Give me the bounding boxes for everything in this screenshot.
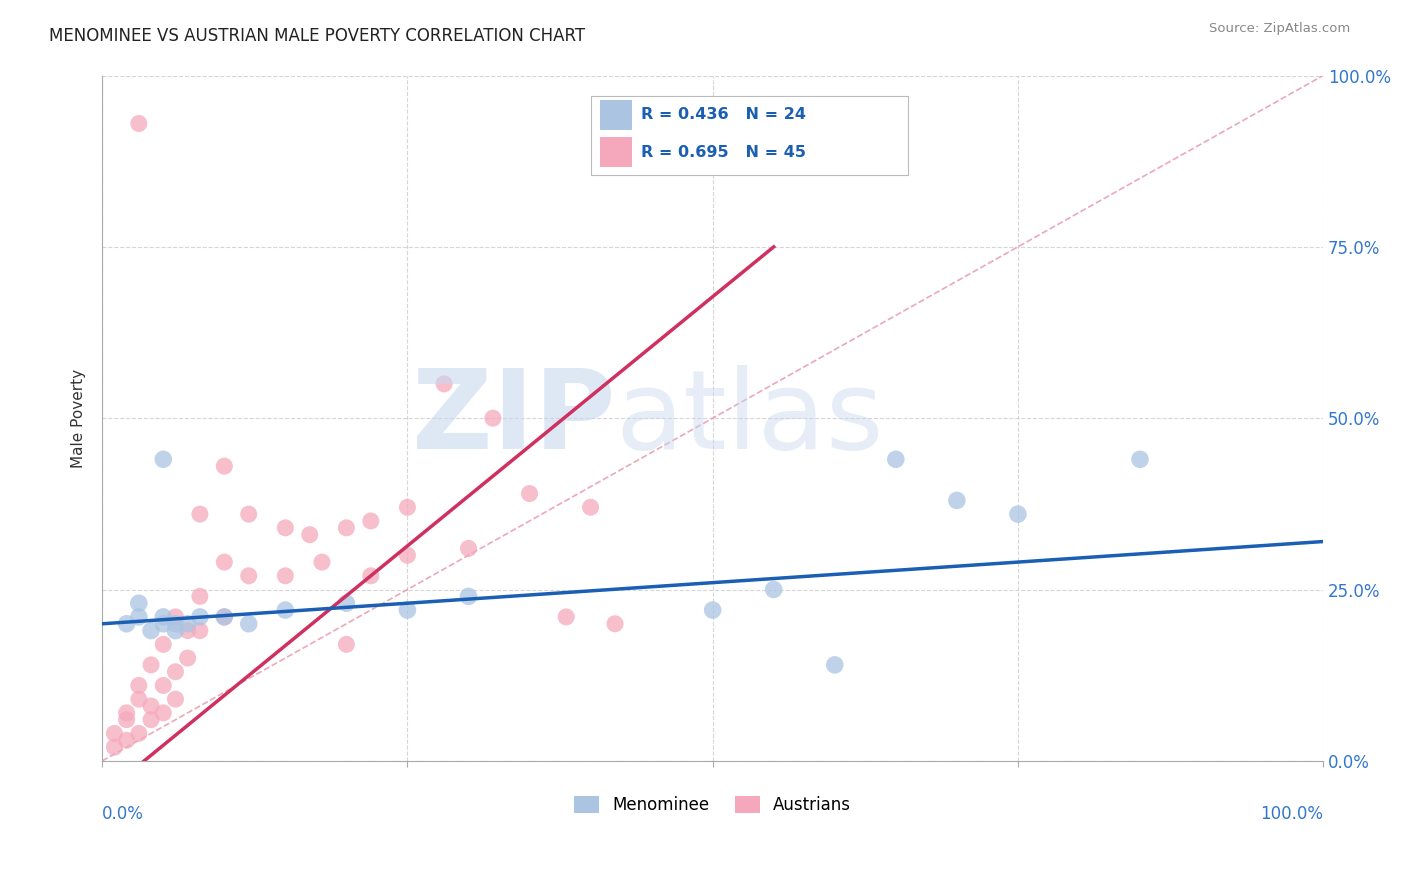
- Point: [139, 698, 162, 713]
- Point: [139, 657, 162, 672]
- Point: [152, 616, 174, 631]
- Point: [165, 610, 187, 624]
- Point: [188, 610, 211, 624]
- Point: [176, 624, 198, 638]
- Point: [579, 500, 602, 515]
- Point: [103, 740, 125, 755]
- Point: [884, 452, 907, 467]
- Point: [188, 624, 211, 638]
- Point: [152, 678, 174, 692]
- Point: [238, 569, 260, 583]
- Point: [360, 514, 382, 528]
- Point: [152, 610, 174, 624]
- Point: [482, 411, 505, 425]
- Point: [165, 616, 187, 631]
- Point: [165, 665, 187, 679]
- Point: [115, 733, 138, 747]
- Legend: Menominee, Austrians: Menominee, Austrians: [568, 789, 858, 821]
- Point: [214, 610, 236, 624]
- Point: [274, 569, 297, 583]
- Point: [128, 610, 150, 624]
- Point: [396, 603, 419, 617]
- Point: [188, 590, 211, 604]
- Point: [128, 692, 150, 706]
- Point: [603, 616, 626, 631]
- Point: [298, 527, 321, 541]
- Point: [139, 713, 162, 727]
- Point: [152, 452, 174, 467]
- Text: 100.0%: 100.0%: [1260, 805, 1323, 823]
- Point: [946, 493, 969, 508]
- Point: [165, 624, 187, 638]
- Point: [519, 486, 541, 500]
- Point: [702, 603, 724, 617]
- Point: [762, 582, 785, 597]
- Point: [360, 569, 382, 583]
- Text: MENOMINEE VS AUSTRIAN MALE POVERTY CORRELATION CHART: MENOMINEE VS AUSTRIAN MALE POVERTY CORRE…: [49, 27, 585, 45]
- Point: [103, 726, 125, 740]
- Point: [238, 507, 260, 521]
- Point: [214, 610, 236, 624]
- Point: [1129, 452, 1152, 467]
- Point: [115, 706, 138, 720]
- Point: [396, 548, 419, 562]
- Point: [274, 603, 297, 617]
- Point: [214, 459, 236, 474]
- Point: [176, 651, 198, 665]
- Point: [396, 500, 419, 515]
- Point: [1007, 507, 1029, 521]
- Y-axis label: Male Poverty: Male Poverty: [72, 368, 86, 467]
- Point: [128, 726, 150, 740]
- Point: [555, 610, 578, 624]
- Point: [433, 376, 456, 391]
- Text: Source: ZipAtlas.com: Source: ZipAtlas.com: [1209, 22, 1350, 36]
- Point: [128, 116, 150, 130]
- Point: [335, 596, 357, 610]
- Point: [115, 713, 138, 727]
- Point: [457, 590, 479, 604]
- Text: ZIP: ZIP: [412, 365, 614, 472]
- Point: [152, 706, 174, 720]
- Point: [128, 678, 150, 692]
- Point: [128, 596, 150, 610]
- Text: atlas: atlas: [614, 365, 883, 472]
- Point: [335, 637, 357, 651]
- Text: 0.0%: 0.0%: [103, 805, 143, 823]
- Point: [457, 541, 479, 556]
- Point: [824, 657, 846, 672]
- Point: [152, 637, 174, 651]
- Point: [311, 555, 333, 569]
- Point: [176, 616, 198, 631]
- Point: [188, 507, 211, 521]
- Point: [274, 521, 297, 535]
- Point: [165, 692, 187, 706]
- Point: [139, 624, 162, 638]
- Point: [238, 616, 260, 631]
- Point: [115, 616, 138, 631]
- Point: [335, 521, 357, 535]
- Point: [214, 555, 236, 569]
